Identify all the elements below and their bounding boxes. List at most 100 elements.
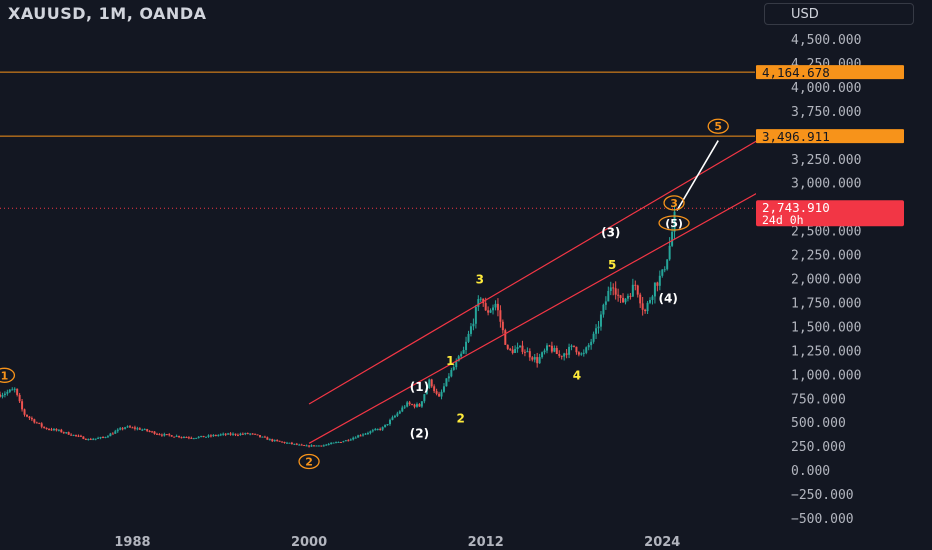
candle-body	[474, 306, 477, 324]
candle-body	[212, 435, 215, 437]
candle-body	[565, 353, 568, 355]
wave-label-circle	[0, 367, 16, 383]
candle-body	[266, 437, 269, 440]
candle-body	[381, 427, 384, 430]
candle-body	[146, 429, 149, 431]
candle-body	[494, 303, 497, 308]
wave-label[interactable]: 2	[298, 453, 320, 470]
candle-body	[82, 436, 85, 440]
currency-selector[interactable]: USD	[764, 3, 914, 25]
candle-body	[644, 309, 647, 312]
wave-label-text: 3	[670, 197, 678, 210]
candle-body	[60, 429, 63, 433]
symbol-title[interactable]: XAUUSD, 1M, OANDA	[8, 4, 207, 23]
projection-arrow[interactable]	[676, 140, 719, 211]
price-tick-label: −500.000	[791, 512, 854, 527]
candle-body	[673, 211, 676, 232]
candle-body	[295, 443, 298, 445]
wave-label-circle	[658, 215, 690, 231]
candle-body	[163, 434, 166, 436]
candle-body	[531, 357, 534, 360]
candle-body	[555, 348, 558, 355]
time-axis[interactable]: 1988 2000 2012 2024	[0, 530, 932, 550]
price-tick-label: 4,000.000	[791, 81, 861, 96]
candle-body	[283, 441, 286, 443]
candle-body	[514, 349, 517, 353]
candle-body	[160, 434, 163, 436]
candle-body	[609, 287, 612, 291]
candle-body	[158, 434, 161, 436]
candle-body	[450, 369, 453, 377]
candle-body	[435, 391, 438, 394]
candle-body	[415, 404, 418, 407]
candle-body	[224, 433, 227, 435]
candle-body	[592, 333, 595, 342]
wave-label[interactable]: 1	[446, 354, 454, 368]
candle-body	[362, 434, 365, 436]
wave-label[interactable]: 3	[476, 273, 484, 287]
level-target-badge: 3,496.911	[756, 129, 904, 144]
candle-body	[526, 351, 529, 353]
wave-label-text: 2	[305, 456, 313, 469]
candle-body	[23, 409, 26, 415]
candle-body	[391, 417, 394, 420]
candle-body	[335, 442, 338, 444]
candle-body	[438, 393, 441, 397]
candle-body	[138, 428, 141, 430]
channel-upper-line[interactable]	[308, 135, 766, 405]
wave-label[interactable]: 3	[663, 195, 685, 211]
wave-label[interactable]: (2)	[410, 427, 429, 441]
candle-body	[423, 394, 426, 402]
wave-label[interactable]: 4	[573, 368, 581, 382]
candle-body	[359, 435, 362, 437]
wave-label[interactable]: (5)	[658, 215, 690, 231]
wave-label[interactable]: 5	[707, 118, 729, 134]
candle-body	[467, 333, 470, 342]
candle-body	[376, 428, 379, 430]
channel-lower-line[interactable]	[308, 187, 766, 444]
candle-body	[28, 416, 31, 418]
price-tick-label: 1,750.000	[791, 296, 861, 311]
candle-body	[580, 353, 583, 355]
wave-label-text: (3)	[601, 226, 620, 240]
candle-body	[506, 344, 509, 349]
candle-body	[364, 433, 367, 435]
price-axis[interactable]: 4,500.0004,250.0004,000.0003,750.0003,50…	[756, 26, 932, 530]
candle-body	[499, 310, 502, 322]
bar-countdown: 24d 0h	[762, 213, 804, 227]
wave-label[interactable]: (1)	[410, 380, 429, 394]
candle-body	[131, 427, 134, 429]
wave-label[interactable]: (3)	[601, 226, 620, 240]
candle-body	[187, 437, 190, 439]
candle-body	[442, 386, 445, 392]
wave-label[interactable]: 2	[456, 411, 464, 425]
candle-body	[629, 295, 632, 297]
price-tick-label: −250.000	[791, 488, 854, 503]
candle-body	[293, 443, 296, 445]
candle-body	[327, 443, 330, 445]
candle-body	[99, 437, 102, 439]
time-tick-label: 2024	[644, 535, 680, 550]
candle-body	[70, 434, 73, 436]
candle-body	[548, 345, 551, 347]
candle-body	[52, 429, 55, 431]
candle-body	[671, 231, 674, 246]
wave-label[interactable]: (4)	[659, 292, 678, 306]
candle-body	[285, 442, 288, 444]
candle-body	[661, 269, 664, 276]
wave-label[interactable]: 5	[608, 258, 616, 272]
candle-body	[656, 282, 659, 286]
candle-body	[487, 310, 490, 313]
candle-body	[268, 439, 271, 441]
candle-body	[1, 395, 4, 397]
candle-body	[622, 297, 625, 303]
wave-label[interactable]: 1	[0, 367, 16, 383]
candle-body	[641, 303, 644, 310]
candle-body	[219, 434, 222, 436]
candle-body	[178, 435, 181, 438]
wave-label-text: 5	[608, 258, 616, 272]
candle-body	[124, 427, 127, 429]
candle-body	[48, 429, 51, 431]
candle-body	[79, 435, 82, 437]
